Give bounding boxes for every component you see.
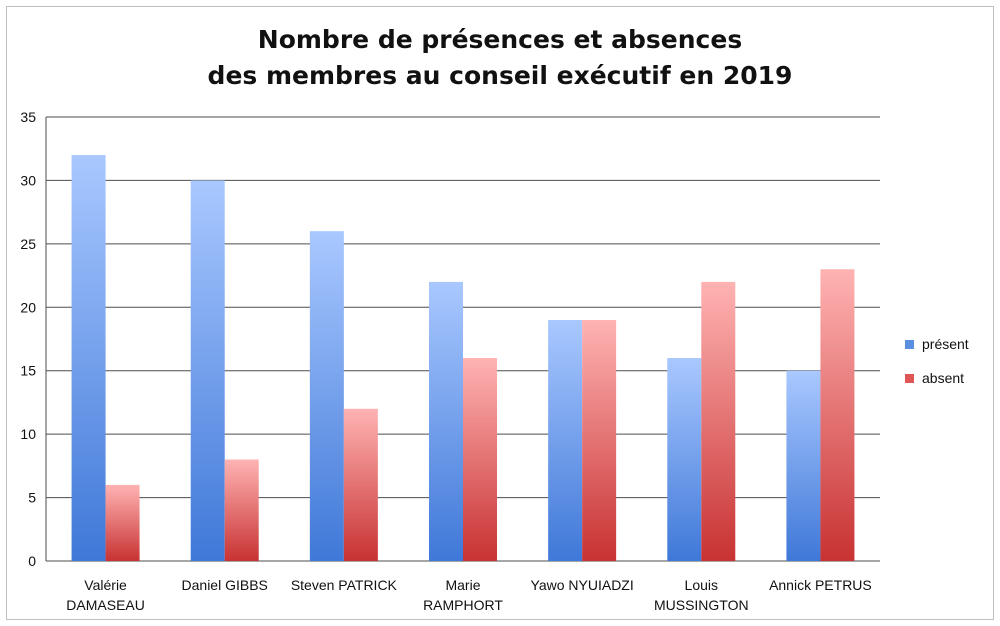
bar-present: [667, 358, 702, 561]
legend-label-present: présent: [922, 336, 969, 352]
x-tick-label: Valérie DAMASEAU: [66, 577, 145, 613]
bar-absent: [343, 408, 378, 561]
legend-item-absent: absent: [905, 366, 969, 390]
legend-item-present: présent: [905, 332, 969, 356]
bar-present: [786, 370, 821, 561]
bar-absent: [224, 459, 259, 561]
legend-label-absent: absent: [922, 370, 965, 386]
bar-present: [71, 155, 106, 562]
bar-absent: [820, 269, 855, 561]
y-tick-label: 5: [28, 490, 36, 506]
bar-present: [309, 231, 344, 561]
chart-title: Nombre de présences et absences des memb…: [0, 22, 1000, 94]
x-tick-label: Louis MUSSINGTON: [654, 577, 749, 613]
y-tick-label: 15: [20, 363, 36, 379]
y-tick-label: 25: [20, 236, 36, 252]
bar-absent: [105, 484, 140, 561]
bar-absent: [701, 281, 736, 561]
x-tick-label: Daniel GIBBS: [182, 577, 268, 593]
legend-swatch-absent: [905, 373, 914, 383]
y-tick-label: 10: [20, 426, 36, 442]
y-tick-label: 35: [20, 109, 36, 125]
bar-present: [548, 319, 583, 561]
bar-present: [429, 281, 463, 561]
y-tick-label: 0: [28, 553, 36, 569]
y-tick-label: 20: [20, 299, 36, 315]
y-tick-label: 30: [20, 172, 36, 188]
x-tick-label: Steven PATRICK: [291, 577, 398, 593]
bar-absent: [463, 358, 497, 561]
x-tick-label: Yawo NYUIADZI: [531, 577, 634, 593]
chart-title-line-1: Nombre de présences et absences: [257, 25, 743, 54]
legend-swatch-present: [905, 339, 914, 349]
bar-absent: [582, 319, 617, 561]
bar-present: [190, 180, 225, 561]
x-tick-label: Annick PETRUS: [769, 577, 872, 593]
chart-title-line-2: des membres au conseil exécutif en 2019: [207, 61, 793, 90]
legend: présent absent: [905, 332, 969, 400]
x-tick-label: Marie RAMPHORT: [423, 577, 503, 613]
